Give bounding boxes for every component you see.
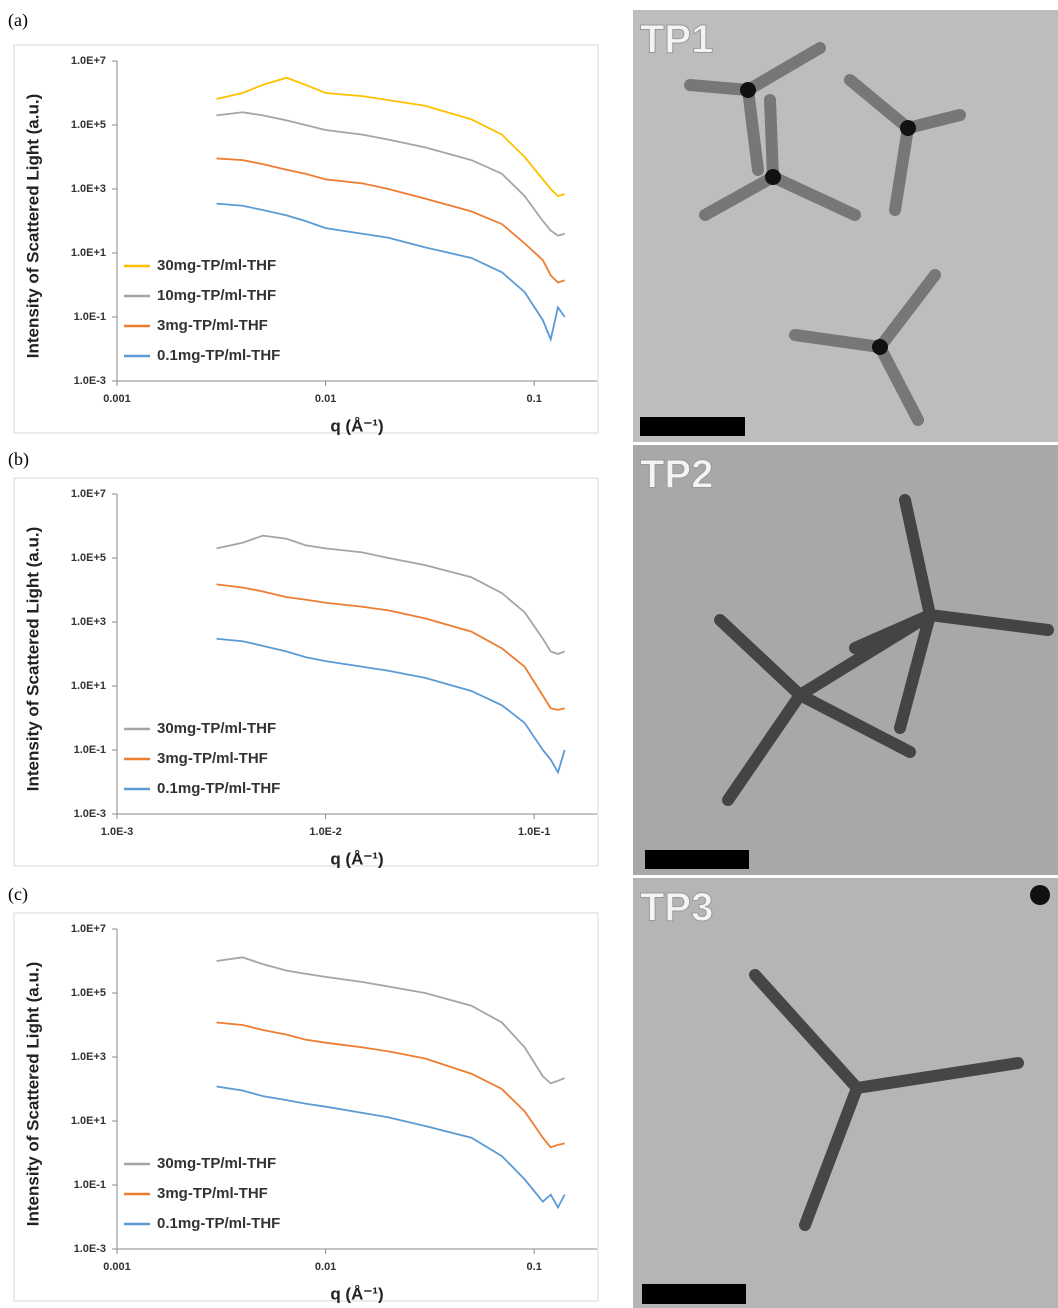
legend-label: 10mg-TP/ml-THF xyxy=(157,287,276,304)
panel-label: (a) xyxy=(8,10,28,31)
series-line xyxy=(216,637,566,775)
legend-label: 30mg-TP/ml-THF xyxy=(157,720,276,737)
x-axis-title: q (Å⁻¹) xyxy=(330,416,383,435)
series-line xyxy=(216,534,566,655)
y-tick-label: 1.0E+7 xyxy=(71,488,106,500)
legend-label: 0.1mg-TP/ml-THF xyxy=(157,780,280,797)
legend-label: 30mg-TP/ml-THF xyxy=(157,257,276,274)
x-tick-label: 0.001 xyxy=(103,393,131,405)
legend-label: 3mg-TP/ml-THF xyxy=(157,750,268,767)
tem-image-3 xyxy=(633,878,1058,1308)
y-tick-label: 1.0E+1 xyxy=(71,680,106,692)
y-tick-label: 1.0E+7 xyxy=(71,923,106,935)
x-tick-label: 0.001 xyxy=(103,1261,131,1273)
legend-label: 3mg-TP/ml-THF xyxy=(157,1185,268,1202)
tem-image-2 xyxy=(633,445,1058,875)
image-label: TP3 xyxy=(640,886,713,930)
series-line xyxy=(216,111,565,237)
series-line xyxy=(216,583,565,711)
y-tick-label: 1.0E-3 xyxy=(74,1243,106,1255)
y-tick-label: 1.0E-3 xyxy=(74,375,106,387)
y-tick-label: 1.0E+5 xyxy=(71,987,106,999)
tem-image-1 xyxy=(633,10,1058,442)
y-axis-title: Intensity of Scattered Light (a.u.) xyxy=(23,962,42,1226)
y-axis-title: Intensity of Scattered Light (a.u.) xyxy=(23,527,42,791)
legend-label: 0.1mg-TP/ml-THF xyxy=(157,1215,280,1232)
y-tick-label: 1.0E-1 xyxy=(74,1179,106,1191)
y-tick-label: 1.0E+5 xyxy=(71,552,106,564)
x-tick-label: 0.01 xyxy=(315,1261,336,1273)
chart-frame xyxy=(13,44,599,434)
y-tick-label: 1.0E+7 xyxy=(71,55,106,67)
x-axis-title: q (Å⁻¹) xyxy=(330,849,383,868)
legend-label: 3mg-TP/ml-THF xyxy=(157,317,268,334)
series-line xyxy=(216,1021,565,1149)
x-axis-title: q (Å⁻¹) xyxy=(330,1284,383,1303)
y-tick-label: 1.0E+1 xyxy=(71,1115,106,1127)
series-line xyxy=(216,956,566,1085)
y-tick-label: 1.0E-1 xyxy=(74,311,106,323)
x-tick-label: 1.0E-2 xyxy=(309,826,341,838)
image-label: TP1 xyxy=(640,18,713,62)
y-tick-label: 1.0E+5 xyxy=(71,119,106,131)
series-line xyxy=(216,1085,566,1210)
x-tick-label: 0.01 xyxy=(315,393,336,405)
panel-label: (b) xyxy=(8,449,29,470)
chart-frame xyxy=(13,477,599,867)
y-tick-label: 1.0E-1 xyxy=(74,744,106,756)
series-line xyxy=(216,76,565,198)
x-tick-label: 0.1 xyxy=(527,393,542,405)
y-tick-label: 1.0E-3 xyxy=(74,808,106,820)
y-tick-label: 1.0E+1 xyxy=(71,247,106,259)
x-tick-label: 1.0E-3 xyxy=(101,826,133,838)
x-tick-label: 0.1 xyxy=(527,1261,542,1273)
series-line xyxy=(216,157,565,284)
chart-frame xyxy=(13,912,599,1302)
legend-label: 0.1mg-TP/ml-THF xyxy=(157,347,280,364)
legend-label: 30mg-TP/ml-THF xyxy=(157,1155,276,1172)
y-tick-label: 1.0E+3 xyxy=(71,183,106,195)
panel-label: (c) xyxy=(8,884,28,905)
series-line xyxy=(216,202,566,343)
y-axis-title: Intensity of Scattered Light (a.u.) xyxy=(23,94,42,358)
image-label: TP2 xyxy=(640,453,713,497)
y-tick-label: 1.0E+3 xyxy=(71,616,106,628)
x-tick-label: 1.0E-1 xyxy=(518,826,550,838)
y-tick-label: 1.0E+3 xyxy=(71,1051,106,1063)
